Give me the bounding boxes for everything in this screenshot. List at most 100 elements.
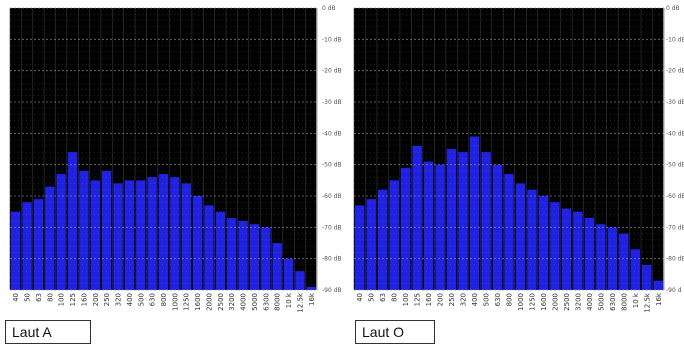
freq-tick-label: 63	[35, 293, 43, 302]
bar-400	[124, 180, 135, 290]
freq-tick-label: 10 k	[285, 292, 293, 308]
freq-tick-label: 630	[149, 293, 157, 306]
freq-tick-label: 12.5k	[296, 292, 304, 312]
bar-800	[158, 174, 169, 290]
freq-tick-label: 16k	[655, 292, 663, 306]
bar-16k	[653, 280, 663, 290]
bar-500	[136, 180, 146, 290]
freq-tick-label: 63	[379, 293, 387, 302]
db-tick-label: -90 dB	[322, 287, 342, 294]
bar-40	[11, 211, 21, 290]
bar-400	[469, 136, 480, 290]
db-tick-label: -50 dB	[666, 162, 684, 169]
freq-tick-label: 500	[137, 293, 145, 306]
db-tick-label: -20 dB	[322, 68, 342, 75]
bar-80	[389, 180, 399, 290]
bar-630	[147, 177, 157, 290]
db-tick-label: -20 dB	[666, 68, 684, 75]
freq-tick-label: 3200	[228, 293, 236, 311]
freq-tick-label: 125	[414, 293, 422, 306]
bar-4000	[584, 217, 595, 290]
bar-3200	[227, 217, 237, 290]
freq-tick-label: 500	[483, 293, 491, 306]
db-tick-label: 0 dB	[666, 5, 680, 12]
bar-10k	[630, 249, 640, 290]
bar-40	[355, 205, 365, 290]
freq-tick-label: 800	[160, 293, 168, 306]
freq-tick-label: 2500	[563, 293, 571, 311]
bar-125	[412, 145, 422, 290]
bar-4000	[238, 221, 248, 290]
bar-6300	[261, 227, 271, 290]
freq-tick-label: 320	[115, 293, 123, 306]
freq-tick-label: 2000	[205, 293, 213, 311]
bar-2500	[215, 211, 226, 290]
bar-2000	[550, 202, 560, 290]
freq-tick-label: 1000	[171, 293, 179, 311]
freq-tick-label: 1600	[194, 293, 202, 311]
bar-5000	[249, 224, 260, 290]
freq-tick-label: 1600	[540, 293, 548, 311]
bar-320	[113, 183, 123, 290]
bar-100	[56, 174, 66, 290]
freq-tick-label: 250	[103, 293, 111, 306]
caption-laut-a: Laut A	[5, 320, 91, 344]
bar-63	[33, 199, 44, 290]
db-tick-label: -50 dB	[322, 162, 342, 169]
bar-6300	[607, 227, 618, 290]
freq-tick-label: 200	[437, 293, 445, 306]
freq-tick-label: 40	[356, 293, 364, 302]
bar-1250	[527, 189, 537, 290]
bar-12.5k	[642, 264, 652, 290]
freq-tick-label: 400	[471, 293, 479, 306]
db-tick-label: -60 dB	[666, 193, 684, 200]
freq-tick-label: 4000	[240, 293, 248, 311]
freq-tick-label: 12.5k	[643, 292, 651, 312]
bar-80	[45, 186, 55, 290]
bar-100	[400, 167, 411, 290]
freq-tick-label: 50	[24, 293, 32, 302]
freq-tick-label: 125	[69, 293, 77, 306]
bar-160	[79, 170, 89, 290]
freq-tick-label: 1250	[183, 293, 191, 311]
db-tick-label: -40 dB	[322, 130, 342, 137]
db-tick-label: -70 dB	[666, 224, 684, 231]
bar-63	[378, 189, 388, 290]
freq-tick-label: 2500	[217, 293, 225, 311]
freq-tick-label: 16k	[308, 292, 316, 306]
bar-320	[458, 152, 468, 290]
bar-8000	[272, 243, 282, 290]
db-tick-label: -60 dB	[322, 193, 342, 200]
bar-1250	[181, 183, 191, 290]
bar-5000	[596, 224, 606, 290]
bar-160	[423, 161, 434, 290]
bar-50	[366, 199, 376, 290]
freq-tick-label: 4000	[586, 293, 594, 311]
db-tick-label: -30 dB	[666, 99, 684, 106]
bar-1000	[170, 177, 180, 290]
freq-tick-label: 2000	[551, 293, 559, 311]
bar-250	[101, 170, 112, 290]
freq-tick-label: 5000	[251, 293, 259, 311]
freq-tick-label: 5000	[597, 293, 605, 311]
freq-tick-label: 250	[448, 293, 456, 306]
freq-tick-label: 8000	[274, 293, 282, 311]
bar-2500	[561, 208, 572, 290]
spectrum-svg-laut-o: 0 dB -10 dB -20 dB -30 dB -40 dB -50 dB -60 dB…	[353, 5, 684, 312]
db-tick-label: 0 dB	[322, 5, 336, 12]
spectrum-svg-laut-a: 0 dB -10 dB -20 dB -30 dB -40 dB -50 dB -60 dB…	[9, 5, 342, 312]
bar-800	[504, 174, 514, 290]
freq-tick-label: 400	[126, 293, 134, 306]
bar-250	[446, 149, 457, 290]
freq-tick-label: 50	[368, 293, 376, 302]
freq-tick-label: 3200	[574, 293, 582, 311]
bar-125	[67, 152, 78, 290]
db-tick-label: -30 dB	[322, 99, 342, 106]
freq-tick-label: 320	[460, 293, 468, 306]
bar-8000	[619, 233, 629, 290]
db-tick-label: -40 dB	[666, 130, 684, 137]
freq-tick-label: 160	[80, 293, 88, 306]
bar-12.5k	[295, 271, 305, 290]
bar-200	[90, 180, 100, 290]
bar-2000	[204, 205, 214, 290]
